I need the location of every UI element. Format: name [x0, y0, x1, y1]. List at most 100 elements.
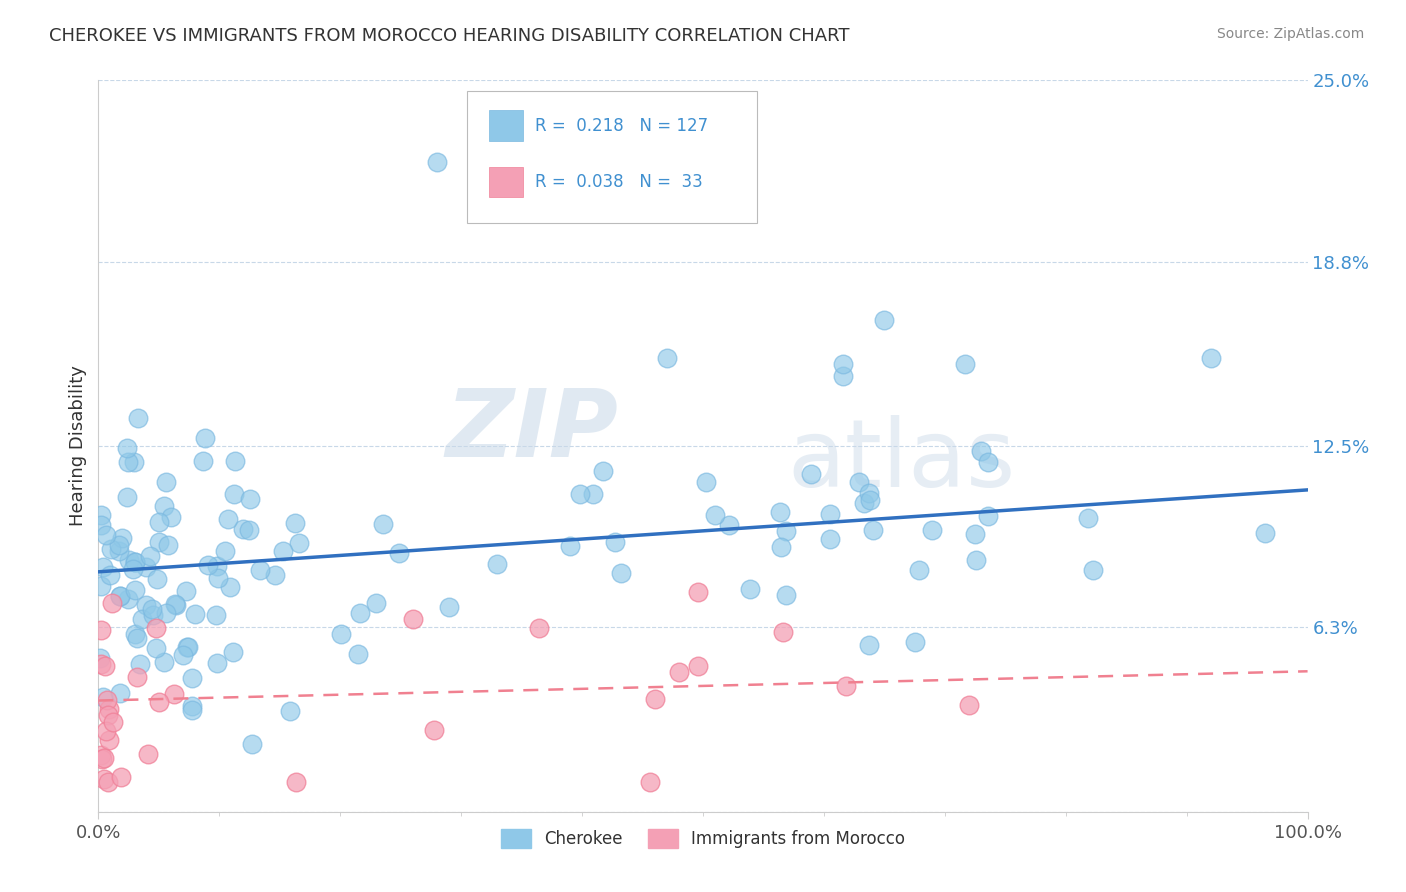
Point: [921, 523, 943, 537]
Point: [740, 582, 762, 597]
Point: [101, 596, 124, 610]
Point: [221, 645, 243, 659]
Point: [91, 559, 114, 574]
Point: [148, 535, 170, 549]
Point: [127, 411, 149, 425]
Point: [98, 733, 121, 747]
Point: [177, 640, 200, 654]
Point: [148, 695, 170, 709]
Point: [818, 507, 841, 521]
Point: [155, 475, 177, 489]
Point: [688, 585, 710, 599]
Point: [111, 531, 134, 545]
Point: [426, 155, 449, 169]
Point: [139, 549, 162, 563]
Point: [907, 564, 929, 578]
Point: [176, 640, 198, 655]
Point: [205, 657, 228, 671]
Point: [218, 580, 240, 594]
Point: [155, 606, 177, 620]
Point: [135, 598, 157, 612]
Point: [848, 475, 870, 489]
Point: [184, 607, 207, 621]
Point: [775, 524, 797, 538]
Point: [214, 544, 236, 558]
Point: [347, 648, 370, 662]
Point: [124, 555, 146, 569]
Point: [124, 627, 146, 641]
Point: [93, 772, 115, 786]
Point: [1081, 564, 1104, 578]
Point: [772, 625, 794, 640]
Point: [108, 590, 131, 604]
Point: [644, 692, 666, 706]
Point: [90, 623, 112, 637]
Point: [125, 631, 148, 645]
FancyBboxPatch shape: [489, 111, 523, 141]
Point: [224, 454, 246, 468]
Point: [284, 516, 307, 531]
Point: [239, 491, 262, 506]
Point: [136, 747, 159, 762]
Text: CHEROKEE VS IMMIGRANTS FROM MOROCCO HEARING DISABILITY CORRELATION CHART: CHEROKEE VS IMMIGRANTS FROM MOROCCO HEAR…: [49, 27, 849, 45]
Point: [904, 634, 927, 648]
Point: [364, 596, 387, 610]
Point: [388, 546, 411, 560]
Point: [695, 475, 717, 490]
Point: [90, 579, 112, 593]
Point: [165, 598, 187, 612]
Point: [94, 659, 117, 673]
Point: [191, 454, 214, 468]
Point: [193, 431, 215, 445]
Text: R =  0.038   N =  33: R = 0.038 N = 33: [534, 173, 703, 191]
Point: [769, 505, 792, 519]
Point: [205, 607, 228, 622]
Point: [222, 487, 245, 501]
Point: [859, 493, 882, 508]
Point: [108, 538, 131, 552]
Point: [349, 607, 371, 621]
Point: [437, 599, 460, 614]
Point: [249, 563, 271, 577]
Point: [217, 511, 239, 525]
Point: [955, 357, 977, 371]
Point: [560, 539, 582, 553]
Point: [142, 607, 165, 622]
Point: [101, 714, 124, 729]
Point: [117, 441, 139, 455]
Point: [141, 601, 163, 615]
Point: [970, 444, 993, 458]
Point: [145, 621, 167, 635]
Point: [131, 612, 153, 626]
FancyBboxPatch shape: [489, 167, 523, 197]
Point: [122, 455, 145, 469]
Point: [91, 690, 114, 704]
Point: [977, 455, 1000, 469]
Point: [90, 747, 112, 762]
Point: [207, 571, 229, 585]
Point: [121, 562, 143, 576]
Point: [89, 651, 111, 665]
Point: [718, 517, 741, 532]
Point: [238, 523, 260, 537]
Point: [97, 775, 120, 789]
Point: [181, 699, 204, 714]
Point: [831, 357, 853, 371]
Point: [98, 702, 121, 716]
Text: Source: ZipAtlas.com: Source: ZipAtlas.com: [1216, 27, 1364, 41]
Point: [818, 532, 841, 546]
Point: [160, 509, 183, 524]
Point: [145, 640, 167, 655]
Legend: Cherokee, Immigrants from Morocco: Cherokee, Immigrants from Morocco: [495, 822, 911, 855]
Point: [769, 540, 792, 554]
Point: [240, 737, 263, 751]
Point: [862, 524, 884, 538]
FancyBboxPatch shape: [467, 91, 758, 223]
Point: [96, 693, 118, 707]
Point: [957, 698, 980, 713]
Point: [668, 665, 690, 679]
Point: [1077, 511, 1099, 525]
Point: [90, 508, 112, 522]
Point: [873, 313, 896, 327]
Point: [118, 553, 141, 567]
